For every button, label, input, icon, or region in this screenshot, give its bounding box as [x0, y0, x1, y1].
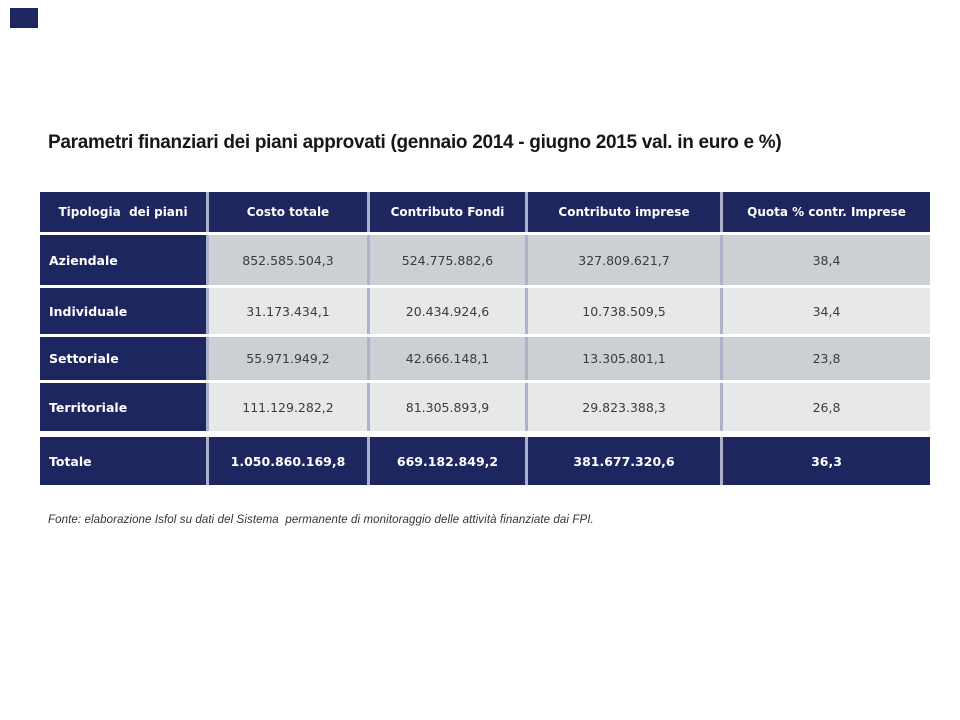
table-cell: 852.585.504,3	[206, 235, 367, 285]
table-total-cell: 1.050.860.169,8	[206, 437, 367, 485]
column-header-tipologia: Tipologia dei piani	[40, 192, 206, 232]
table-cell: 31.173.434,1	[206, 288, 367, 334]
table-cell: 111.129.282,2	[206, 383, 367, 431]
table-cell: 13.305.801,1	[525, 337, 720, 380]
column-header-imprese: Contributo imprese	[525, 192, 720, 232]
page-title: Parametri finanziari dei piani approvati…	[48, 132, 782, 153]
table-cell: 34,4	[720, 288, 930, 334]
row-label-aziendale: Aziendale	[40, 235, 206, 285]
table-cell: 524.775.882,6	[367, 235, 525, 285]
row-label-territoriale: Territoriale	[40, 383, 206, 431]
row-label-settoriale: Settoriale	[40, 337, 206, 380]
table-cell: 20.434.924,6	[367, 288, 525, 334]
table-cell: 10.738.509,5	[525, 288, 720, 334]
table-cell: 81.305.893,9	[367, 383, 525, 431]
table-cell: 23,8	[720, 337, 930, 380]
financial-parameters-table: Tipologia dei piani Costo totale Contrib…	[40, 192, 930, 485]
table-total-cell: 36,3	[720, 437, 930, 485]
source-note: Fonte: elaborazione Isfol su dati del Si…	[48, 514, 594, 526]
table-cell: 55.971.949,2	[206, 337, 367, 380]
corner-marker	[10, 8, 38, 28]
table-cell: 29.823.388,3	[525, 383, 720, 431]
column-header-costo: Costo totale	[206, 192, 367, 232]
table-total-cell: 669.182.849,2	[367, 437, 525, 485]
table-cell: 38,4	[720, 235, 930, 285]
column-header-quota: Quota % contr. Imprese	[720, 192, 930, 232]
table-total-cell: 381.677.320,6	[525, 437, 720, 485]
table-cell: 327.809.621,7	[525, 235, 720, 285]
table-cell: 42.666.148,1	[367, 337, 525, 380]
row-label-totale: Totale	[40, 437, 206, 485]
table-cell: 26,8	[720, 383, 930, 431]
column-header-fondi: Contributo Fondi	[367, 192, 525, 232]
row-label-individuale: Individuale	[40, 288, 206, 334]
